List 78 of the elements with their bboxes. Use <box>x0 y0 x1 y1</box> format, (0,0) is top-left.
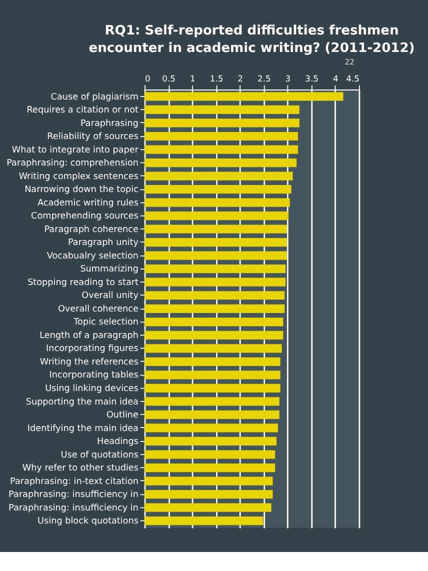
bar <box>144 304 285 313</box>
bar <box>144 370 280 380</box>
bar <box>144 503 272 512</box>
bar <box>144 278 286 286</box>
bar <box>144 357 280 366</box>
bar <box>144 198 290 207</box>
y-tick-label: Writing the references <box>40 357 139 368</box>
y-tick-label: Paragraph unity <box>68 238 138 248</box>
y-tick-label: Writing complex sentences <box>18 172 139 182</box>
bar <box>144 184 292 194</box>
y-tick-label: Overall coherence <box>58 304 138 314</box>
x-tick-label: 2 <box>238 74 243 84</box>
bar <box>144 145 298 154</box>
y-tick-label: Outline <box>106 410 138 421</box>
y-tick-label: Stopping reading to start <box>28 278 139 288</box>
bar <box>144 105 300 114</box>
bar <box>144 172 293 180</box>
bar <box>144 410 280 420</box>
bar <box>144 424 278 432</box>
x-tick-label: 1 <box>190 74 196 84</box>
x-tick-label: 0 <box>145 74 150 84</box>
y-tick-label: Using block quotations <box>38 516 139 527</box>
x-tick-label: 3.5 <box>305 74 318 84</box>
bar <box>144 330 284 340</box>
bar <box>144 212 288 220</box>
y-tick-label: Vocabualry selection <box>46 251 138 262</box>
text: 22 <box>344 57 354 66</box>
x-tick-label: 3 <box>285 74 291 84</box>
bar <box>144 224 288 234</box>
y-tick-label: Paraphrasing: in-text citation <box>10 476 138 487</box>
bar <box>144 158 297 168</box>
y-tick-label: Paraphrasing <box>80 118 138 129</box>
y-tick-label: Requires a citation or not <box>26 106 139 116</box>
y-tick-label: Length of a paragraph <box>40 330 138 341</box>
y-tick-label: Using linking devices <box>45 384 139 394</box>
x-tick-label: 4 <box>332 74 338 84</box>
bar <box>144 490 273 499</box>
bar <box>144 291 285 300</box>
y-tick-label: Paraphrasing: comprehension <box>6 158 138 169</box>
bar <box>144 463 276 472</box>
y-tick-label: Paraphrasing: insufficiency in <box>8 503 138 514</box>
x-tick-label: 2.5 <box>257 74 271 84</box>
bar <box>144 264 286 274</box>
y-tick-label: Comprehending sources <box>31 212 139 222</box>
bar <box>144 516 264 526</box>
bar <box>144 384 280 393</box>
y-tick-label: Academic writing rules <box>37 198 139 208</box>
y-tick-label: Overall unity <box>82 291 138 302</box>
y-tick-label: Topic selection <box>72 318 138 328</box>
bar <box>144 450 276 459</box>
y-tick-label: Why refer to other studies <box>22 464 139 474</box>
bar <box>144 238 288 247</box>
x-tick-label: 1.5 <box>210 74 224 84</box>
chart-title: RQ1: Self-reported difficulties freshmen encounter in academic writing? (2011-2012) <box>88 23 415 56</box>
bar <box>144 132 298 141</box>
bar <box>144 92 344 101</box>
y-tick-label: What to integrate into paper <box>12 145 139 156</box>
bar <box>144 436 277 446</box>
bar <box>144 397 280 406</box>
y-tick-label: Headings <box>97 437 139 448</box>
y-tick-label: Incorporating tables <box>49 370 139 381</box>
bar <box>144 251 288 260</box>
bar <box>144 118 300 128</box>
y-tick-label: Reliability of sources <box>47 132 139 142</box>
y-tick-label: Paraphrasing: insufficiency in <box>8 490 138 500</box>
y-tick-label: Cause of plagiarism <box>50 92 138 102</box>
y-tick-label: Narrowing down the topic <box>24 185 139 196</box>
y-tick-label: Incorporating figures <box>46 344 139 354</box>
bar <box>144 344 282 353</box>
bar <box>144 318 284 326</box>
y-tick-label: Summarizing <box>80 264 138 275</box>
y-tick-label: Use of quotations <box>60 450 139 460</box>
x-tick-label: 4.5 <box>346 74 360 84</box>
y-tick-label: Supporting the main idea <box>26 397 138 408</box>
y-tick-label: Identifying the main idea <box>27 424 138 434</box>
bar <box>144 476 273 486</box>
x-tick-label: 0.5 <box>162 74 176 84</box>
y-tick-label: Paragraph coherence <box>44 224 138 235</box>
